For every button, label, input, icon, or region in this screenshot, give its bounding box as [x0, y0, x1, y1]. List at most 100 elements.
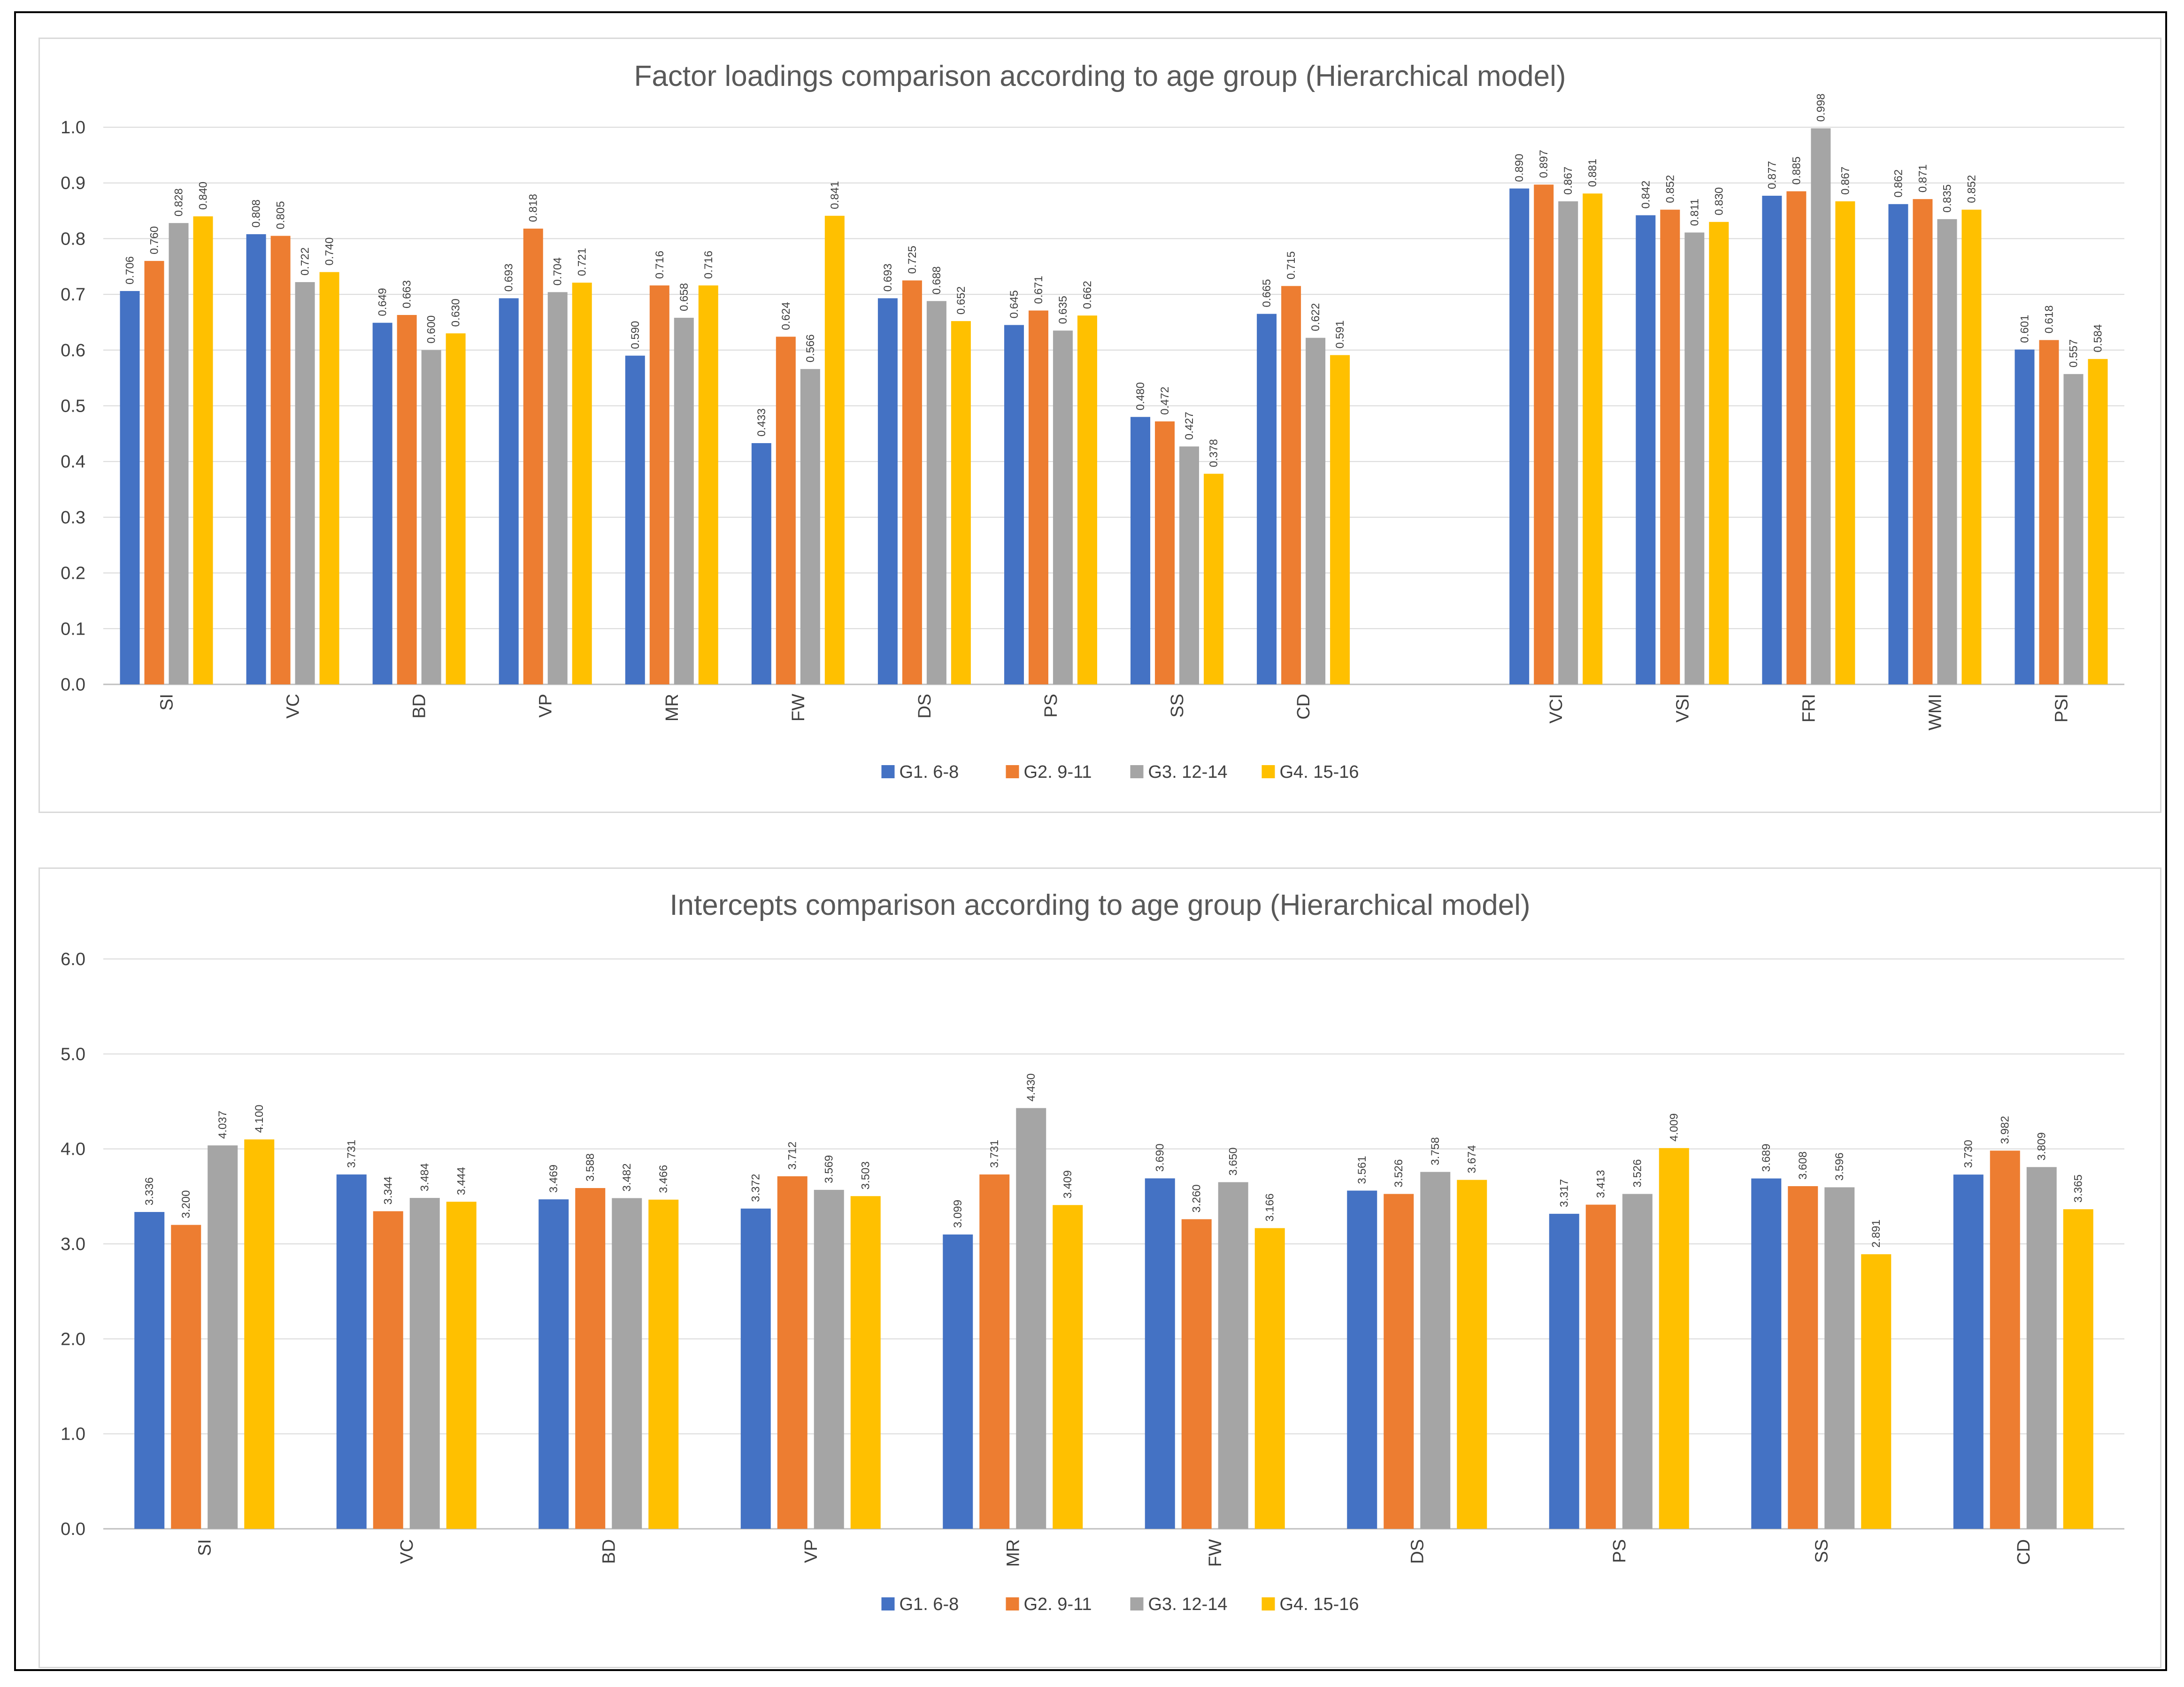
bar	[1913, 199, 1933, 684]
y-tick-label: 0.0	[61, 675, 85, 695]
bar	[246, 234, 266, 684]
figure-frame	[14, 11, 2167, 1671]
bar	[1622, 1194, 1653, 1529]
bar	[1534, 184, 1554, 684]
data-label: 0.427	[1183, 412, 1196, 440]
bar	[120, 291, 140, 684]
bar	[674, 317, 694, 684]
data-label: 3.650	[1227, 1147, 1240, 1175]
y-tick-label: 0.4	[61, 452, 85, 472]
bar	[1330, 355, 1350, 684]
data-label: 0.867	[1562, 167, 1575, 195]
legend-swatch	[1006, 1597, 1019, 1610]
bar	[951, 321, 971, 684]
bar	[1155, 421, 1175, 684]
data-label: 3.982	[1999, 1116, 2012, 1144]
data-label: 0.715	[1285, 251, 1298, 279]
y-tick-label: 0.9	[61, 174, 85, 193]
data-label: 0.433	[755, 408, 768, 437]
bar	[943, 1234, 973, 1529]
x-tick-label: PS	[1610, 1539, 1630, 1563]
bar	[1257, 314, 1277, 684]
data-label: 3.712	[786, 1142, 799, 1170]
data-label: 3.596	[1833, 1152, 1846, 1181]
data-label: 3.484	[419, 1163, 431, 1191]
data-label: 0.566	[804, 334, 817, 362]
bar	[1145, 1178, 1175, 1529]
bar	[2063, 1209, 2093, 1529]
bar	[1053, 330, 1073, 684]
bar	[824, 215, 845, 684]
legend-swatch	[1006, 765, 1019, 778]
legend-label: G4. 15-16	[1280, 762, 1359, 782]
bar	[372, 322, 392, 684]
legend-label: G4. 15-16	[1280, 1595, 1359, 1614]
x-tick-label: SI	[157, 694, 177, 711]
data-label: 0.828	[173, 188, 185, 216]
bar	[538, 1199, 569, 1529]
data-label: 3.200	[180, 1190, 192, 1218]
data-label: 0.622	[1309, 303, 1322, 331]
data-label: 0.600	[425, 315, 438, 344]
y-tick-label: 0.1	[61, 619, 85, 639]
data-label: 0.480	[1134, 382, 1147, 410]
data-label: 0.835	[1941, 184, 1953, 213]
data-label: 3.758	[1429, 1137, 1442, 1166]
y-tick-label: 0.3	[61, 508, 85, 528]
data-label: 0.890	[1513, 154, 1526, 182]
data-label: 0.867	[1839, 167, 1852, 195]
y-tick-label: 0.5	[61, 397, 85, 416]
factor-loadings-plot-area: 0.0 0.1 0.2 0.3 0.4 0.5 0.6 0.7 0.8 0.9 1.0 0.706 0.…	[61, 93, 2124, 782]
bar	[547, 292, 568, 684]
bar	[612, 1198, 642, 1529]
bar	[814, 1189, 844, 1529]
data-label: 0.693	[503, 263, 515, 291]
data-label: 3.469	[547, 1165, 560, 1193]
bar	[1204, 474, 1224, 684]
data-label: 3.561	[1356, 1156, 1369, 1184]
data-label: 0.649	[377, 288, 389, 316]
data-label: 0.601	[2018, 315, 2031, 343]
data-label: 0.665	[1261, 279, 1273, 307]
data-label: 0.740	[323, 238, 336, 266]
data-label: 4.009	[1668, 1113, 1681, 1142]
bar	[800, 369, 820, 684]
x-tick-label: MR	[662, 694, 682, 721]
x-tick-label: FW	[789, 694, 808, 721]
legend-swatch	[1261, 1597, 1275, 1610]
bar	[1659, 1148, 1689, 1529]
bar	[1558, 201, 1578, 685]
bar	[902, 280, 922, 684]
data-label: 0.840	[197, 182, 210, 210]
x-tick-label: VP	[801, 1539, 821, 1563]
data-label: 0.591	[1334, 320, 1346, 348]
bar	[270, 236, 291, 685]
data-label: 3.413	[1595, 1170, 1607, 1198]
data-label: 0.760	[148, 226, 161, 254]
factor-loadings-chart-panel: Factor loadings comparison according to …	[38, 38, 2161, 813]
x-tick-label: DS	[915, 694, 935, 719]
x-tick-label: VSI	[1673, 694, 1692, 722]
data-label: 0.472	[1159, 387, 1171, 415]
bar	[1016, 1108, 1046, 1529]
y-tick-label: 6.0	[61, 950, 85, 969]
data-label: 0.721	[576, 248, 589, 276]
data-label: 0.671	[1032, 276, 1045, 304]
bar	[1130, 417, 1151, 684]
legend-swatch	[1261, 765, 1275, 778]
bar	[1384, 1194, 1414, 1529]
bar	[1684, 232, 1705, 684]
bar	[1811, 128, 1831, 684]
bar	[1509, 188, 1530, 684]
bar	[777, 1176, 807, 1529]
data-label: 0.841	[829, 181, 841, 209]
data-label: 3.730	[1962, 1140, 1975, 1168]
data-label: 3.336	[143, 1177, 156, 1205]
bar	[1636, 215, 1656, 684]
bar	[1762, 196, 1782, 685]
data-label: 4.100	[253, 1104, 266, 1133]
bar	[1660, 209, 1680, 684]
legend-label: G1. 6-8	[900, 1595, 959, 1614]
legend-label: G2. 9-11	[1024, 762, 1092, 782]
data-label: 3.731	[988, 1140, 1001, 1168]
